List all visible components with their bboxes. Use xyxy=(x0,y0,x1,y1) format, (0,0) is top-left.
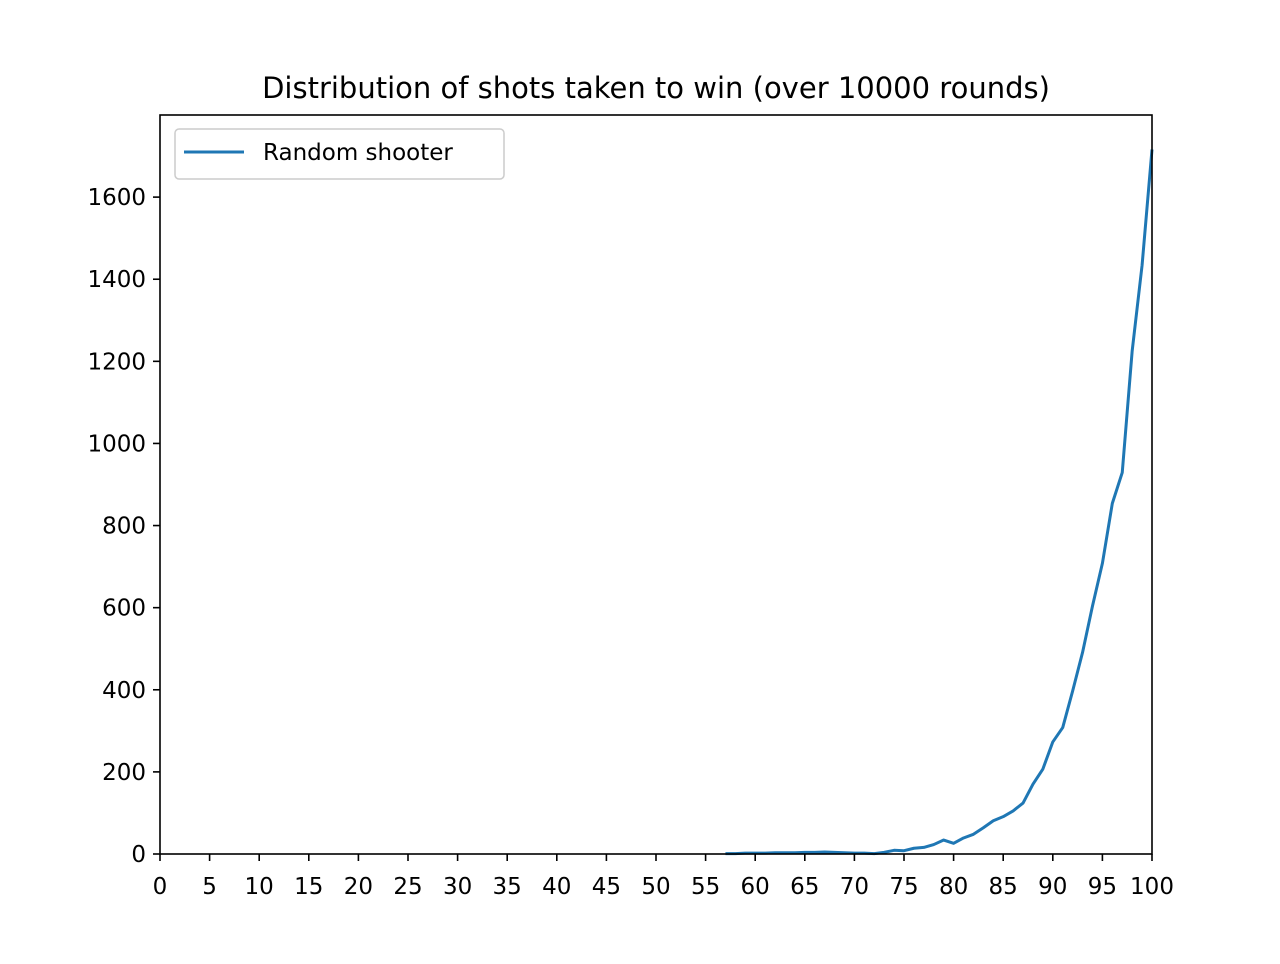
x-tick-label: 75 xyxy=(889,874,918,900)
y-tick-label: 1000 xyxy=(87,431,146,457)
y-tick-label: 1200 xyxy=(87,349,146,375)
x-tick-label: 20 xyxy=(344,874,373,900)
x-tick-label: 90 xyxy=(1038,874,1067,900)
x-tick-label: 80 xyxy=(939,874,968,900)
x-tick-label: 25 xyxy=(393,874,422,900)
x-tick-label: 55 xyxy=(691,874,720,900)
y-tick-label: 200 xyxy=(102,760,146,786)
x-tick-label: 0 xyxy=(153,874,168,900)
y-tick-label: 600 xyxy=(102,596,146,622)
legend-box xyxy=(174,128,505,180)
x-tick-label: 50 xyxy=(641,874,670,900)
x-tick-label: 95 xyxy=(1088,874,1117,900)
legend: Random shooter xyxy=(174,128,505,180)
x-tick-label: 10 xyxy=(245,874,274,900)
x-tick-label: 100 xyxy=(1130,874,1174,900)
legend-label-random-shooter: Random shooter xyxy=(263,140,453,166)
x-tick-label: 15 xyxy=(294,874,323,900)
y-tick-label: 1600 xyxy=(87,185,146,211)
plot-area: 0 5 10 15 20 25 30 35 40 45 50 55 60 65 70 75 80 85 90 95 10… xyxy=(87,114,1174,900)
x-tick-label: 45 xyxy=(592,874,621,900)
y-tick-label: 0 xyxy=(131,842,146,868)
x-tick-label: 60 xyxy=(741,874,770,900)
chart-title: Distribution of shots taken to win (over… xyxy=(262,71,1050,105)
x-tick-label: 85 xyxy=(989,874,1018,900)
series-line-0 xyxy=(725,149,1154,856)
y-tick-label: 400 xyxy=(102,678,146,704)
x-tick-label: 70 xyxy=(840,874,869,900)
x-tick-label: 5 xyxy=(202,874,217,900)
x-tick-label: 30 xyxy=(443,874,472,900)
x-tick-label: 40 xyxy=(542,874,571,900)
y-tick-label: 1400 xyxy=(87,267,146,293)
y-tick-label: 800 xyxy=(102,514,146,540)
x-tick-label: 35 xyxy=(493,874,522,900)
x-tick-label: 65 xyxy=(790,874,819,900)
